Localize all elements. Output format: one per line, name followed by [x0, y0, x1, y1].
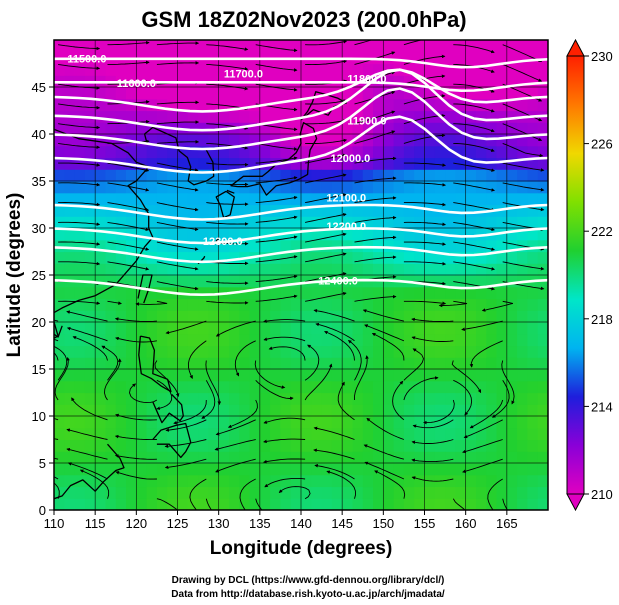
colorbar-max-triangle	[566, 38, 585, 57]
x-tick-label: 165	[496, 516, 518, 531]
contour-label: 12100.0	[326, 193, 366, 205]
plot-area: 11500.0 11600.0 11700.0 11800.0 11900.0 12000…	[54, 40, 548, 510]
y-tick-label: 15	[32, 362, 46, 377]
contour-label: 12000.0	[331, 153, 371, 165]
colorbar-ticks: 210 214 218 222 226 230	[584, 49, 613, 502]
y-axis-ticks: 0 5 10 15 20 25 30 35 40 45	[32, 80, 54, 518]
x-tick-label: 145	[331, 516, 353, 531]
colorbar-min-triangle	[566, 493, 585, 512]
x-tick-label: 140	[290, 516, 312, 531]
contour-label: 11500.0	[67, 54, 106, 66]
colorbar-body	[566, 55, 585, 495]
colorbar-tick-label: 214	[591, 399, 613, 414]
y-tick-label: 20	[32, 315, 46, 330]
y-tick-label: 10	[32, 409, 46, 424]
contour-label: 12300.0	[203, 236, 243, 248]
x-tick-label: 160	[455, 516, 477, 531]
colorbar-tick-label: 226	[591, 137, 613, 152]
streamlines	[54, 40, 545, 510]
x-tick-label: 130	[208, 516, 230, 531]
contour-label: 11700.0	[224, 69, 263, 81]
contour-label: 11900.0	[347, 116, 386, 128]
coastlines	[54, 91, 347, 500]
colorbar: 210 214 218 222 226 230	[566, 38, 613, 512]
contour-label: 12200.0	[326, 221, 366, 233]
credit-drawing: Drawing by DCL (https://www.gfd-dennou.o…	[172, 575, 445, 586]
contour-label: 11600.0	[117, 78, 156, 90]
x-tick-label: 110	[44, 516, 65, 531]
y-tick-label: 0	[39, 503, 46, 518]
x-tick-label: 125	[167, 516, 189, 531]
credit-data: Data from http://database.rish.kyoto-u.a…	[171, 589, 445, 600]
x-axis-label: Longitude (degrees)	[210, 538, 393, 559]
colorbar-tick-label: 222	[591, 224, 613, 239]
colorbar-tick-label: 230	[591, 49, 613, 64]
chart-title: GSM 18Z02Nov2023 (200.0hPa)	[141, 7, 466, 32]
x-tick-label: 150	[372, 516, 394, 531]
contour-label: 12400.0	[318, 275, 358, 287]
y-tick-label: 35	[32, 174, 46, 189]
x-tick-label: 155	[414, 516, 436, 531]
y-tick-label: 40	[32, 127, 46, 142]
y-tick-label: 30	[32, 221, 46, 236]
x-tick-label: 115	[85, 516, 106, 531]
colorbar-tick-label: 210	[591, 487, 613, 502]
colorbar-tick-label: 218	[591, 312, 613, 327]
x-axis-ticks: 110 115 120 125 130 135 140 145 150 155 160 165	[44, 510, 518, 531]
y-tick-label: 45	[32, 80, 46, 95]
x-tick-label: 135	[249, 516, 271, 531]
y-tick-label: 5	[39, 456, 46, 471]
contour-label: 11800.0	[347, 73, 386, 85]
x-tick-label: 120	[125, 516, 147, 531]
height-contours: 11500.0 11600.0 11700.0 11800.0 11900.0 12000…	[54, 54, 548, 296]
y-axis-label: Latitude (degrees)	[4, 193, 25, 358]
y-tick-label: 25	[32, 268, 46, 283]
